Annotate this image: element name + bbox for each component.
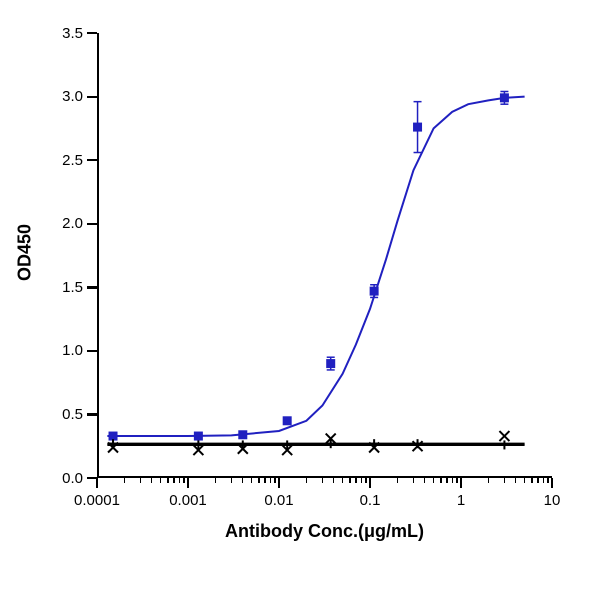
marker-square bbox=[194, 432, 203, 441]
x-minor-tick bbox=[488, 478, 489, 483]
x-minor-tick bbox=[151, 478, 152, 483]
x-tick bbox=[369, 478, 371, 488]
x-minor-tick bbox=[413, 478, 414, 483]
x-minor-tick bbox=[342, 478, 343, 483]
x-minor-tick bbox=[433, 478, 434, 483]
x-minor-tick bbox=[242, 478, 243, 483]
y-tick bbox=[87, 32, 97, 34]
y-axis-label: OD450 bbox=[15, 212, 36, 292]
x-minor-tick bbox=[179, 478, 180, 483]
x-tick-label: 0.01 bbox=[244, 492, 314, 509]
marker-square bbox=[326, 359, 335, 368]
x-minor-tick bbox=[306, 478, 307, 483]
x-tick-label: 10 bbox=[517, 492, 587, 509]
x-minor-tick bbox=[504, 478, 505, 483]
y-tick-label: 2.5 bbox=[43, 152, 83, 169]
marker-square bbox=[238, 430, 247, 439]
x-minor-tick bbox=[215, 478, 216, 483]
x-minor-tick bbox=[537, 478, 538, 483]
x-minor-tick bbox=[397, 478, 398, 483]
x-tick bbox=[460, 478, 462, 488]
x-minor-tick bbox=[167, 478, 168, 483]
y-tick bbox=[87, 96, 97, 98]
x-minor-tick bbox=[124, 478, 125, 483]
x-minor-tick bbox=[424, 478, 425, 483]
x-minor-tick bbox=[183, 478, 184, 483]
y-tick bbox=[87, 223, 97, 225]
x-minor-tick bbox=[524, 478, 525, 483]
x-minor-tick bbox=[515, 478, 516, 483]
x-minor-tick bbox=[251, 478, 252, 483]
marker-square bbox=[500, 93, 509, 102]
x-tick bbox=[96, 478, 98, 488]
x-axis-label: Antibody Conc.(μg/mL) bbox=[97, 521, 552, 542]
x-minor-tick bbox=[452, 478, 453, 483]
x-minor-tick bbox=[231, 478, 232, 483]
y-tick-label: 0.5 bbox=[43, 406, 83, 423]
x-minor-tick bbox=[543, 478, 544, 483]
x-minor-tick bbox=[361, 478, 362, 483]
series-curve-treated bbox=[107, 97, 524, 436]
x-minor-tick bbox=[349, 478, 350, 483]
marker-square bbox=[370, 287, 379, 296]
x-minor-tick bbox=[333, 478, 334, 483]
x-tick bbox=[551, 478, 553, 488]
y-tick-label: 1.0 bbox=[43, 342, 83, 359]
y-tick bbox=[87, 286, 97, 288]
x-minor-tick bbox=[456, 478, 457, 483]
x-minor-tick bbox=[322, 478, 323, 483]
x-minor-tick bbox=[264, 478, 265, 483]
x-tick-label: 1 bbox=[426, 492, 496, 509]
x-minor-tick bbox=[173, 478, 174, 483]
y-tick-label: 3.5 bbox=[43, 25, 83, 42]
x-minor-tick bbox=[547, 478, 548, 483]
y-tick-label: 3.0 bbox=[43, 88, 83, 105]
x-tick-label: 0.1 bbox=[335, 492, 405, 509]
x-tick-label: 0.001 bbox=[153, 492, 223, 509]
marker-square bbox=[413, 123, 422, 132]
x-minor-tick bbox=[140, 478, 141, 483]
marker-square bbox=[283, 416, 292, 425]
x-minor-tick bbox=[258, 478, 259, 483]
x-minor-tick bbox=[270, 478, 271, 483]
y-tick-label: 0.0 bbox=[43, 470, 83, 487]
x-tick-label: 0.0001 bbox=[62, 492, 132, 509]
y-tick-label: 1.5 bbox=[43, 279, 83, 296]
x-tick bbox=[278, 478, 280, 488]
x-minor-tick bbox=[355, 478, 356, 483]
x-minor-tick bbox=[365, 478, 366, 483]
x-minor-tick bbox=[531, 478, 532, 483]
y-tick bbox=[87, 350, 97, 352]
x-minor-tick bbox=[160, 478, 161, 483]
y-tick bbox=[87, 413, 97, 415]
x-tick bbox=[187, 478, 189, 488]
y-tick-label: 2.0 bbox=[43, 215, 83, 232]
x-minor-tick bbox=[440, 478, 441, 483]
y-tick bbox=[87, 159, 97, 161]
x-minor-tick bbox=[274, 478, 275, 483]
x-minor-tick bbox=[446, 478, 447, 483]
